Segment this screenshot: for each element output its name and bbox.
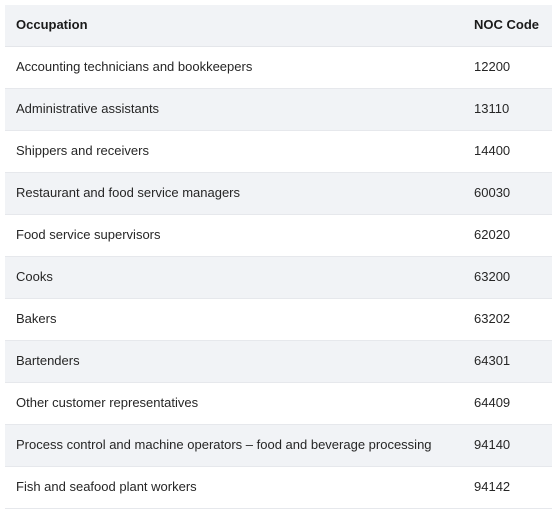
table-row: Accounting technicians and bookkeepers 1… [5,46,552,88]
table-header-row: Occupation NOC Code [5,5,552,47]
noc-code-cell: 62020 [474,227,511,242]
table-header: Occupation NOC Code [5,5,552,47]
occupation-cell: Fish and seafood plant workers [16,479,197,494]
table-body: Accounting technicians and bookkeepers 1… [5,46,552,508]
table-row: Shippers and receivers 14400 [5,130,552,172]
occupation-cell: Other customer representatives [16,395,199,410]
table-row: Process control and machine operators – … [5,424,552,466]
table-row: Restaurant and food service managers 600… [5,172,552,214]
table-row: Cooks 63200 [5,256,552,298]
occupation-cell: Administrative assistants [16,101,160,116]
table-row: Bakers 63202 [5,298,552,340]
noc-code-cell: 14400 [474,143,511,158]
occupation-cell: Bartenders [16,353,80,368]
noc-code-cell: 94140 [474,437,511,452]
column-header-noc-code: NOC Code [465,5,552,47]
occupation-cell: Accounting technicians and bookkeepers [16,59,253,74]
noc-code-cell: 94142 [474,479,511,494]
table-row: Bartenders 64301 [5,340,552,382]
occupation-cell: Food service supervisors [16,227,161,242]
noc-code-cell: 13110 [474,101,510,116]
table-row: Food service supervisors 62020 [5,214,552,256]
table-row: Other customer representatives 64409 [5,382,552,424]
table-row: Administrative assistants 13110 [5,88,552,130]
occupation-table-container: Occupation NOC Code Accounting technicia… [5,5,552,509]
column-header-occupation: Occupation [5,5,465,47]
occupation-cell: Shippers and receivers [16,143,149,158]
noc-code-cell: 12200 [474,59,511,74]
noc-code-cell: 63200 [474,269,511,284]
table-row: Fish and seafood plant workers 94142 [5,466,552,508]
noc-code-cell: 64409 [474,395,511,410]
noc-code-cell: 64301 [474,353,511,368]
noc-code-cell: 60030 [474,185,511,200]
noc-code-cell: 63202 [474,311,511,326]
occupation-cell: Restaurant and food service managers [16,185,241,200]
occupation-cell: Bakers [16,311,57,326]
occupation-cell: Process control and machine operators – … [16,437,432,452]
occupation-table: Occupation NOC Code Accounting technicia… [5,5,552,509]
occupation-cell: Cooks [16,269,53,284]
